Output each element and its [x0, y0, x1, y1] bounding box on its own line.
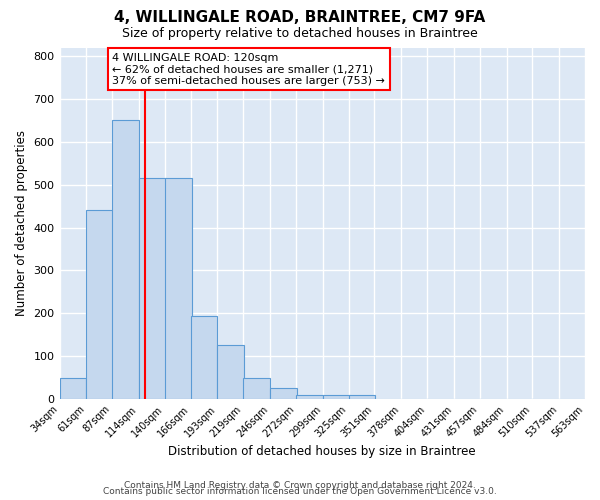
Text: 4 WILLINGALE ROAD: 120sqm
← 62% of detached houses are smaller (1,271)
37% of se: 4 WILLINGALE ROAD: 120sqm ← 62% of detac…	[112, 52, 385, 86]
Bar	[112, 120, 139, 399]
Bar	[191, 316, 217, 399]
Bar	[244, 378, 270, 399]
Bar	[86, 210, 113, 399]
Bar	[217, 346, 244, 399]
Text: 4, WILLINGALE ROAD, BRAINTREE, CM7 9FA: 4, WILLINGALE ROAD, BRAINTREE, CM7 9FA	[115, 10, 485, 25]
Text: Size of property relative to detached houses in Braintree: Size of property relative to detached ho…	[122, 28, 478, 40]
Bar	[59, 378, 86, 399]
Bar	[296, 395, 323, 399]
Bar	[323, 395, 350, 399]
Bar	[270, 388, 297, 399]
Y-axis label: Number of detached properties: Number of detached properties	[15, 130, 28, 316]
Bar	[139, 178, 166, 399]
Text: Contains HM Land Registry data © Crown copyright and database right 2024.: Contains HM Land Registry data © Crown c…	[124, 481, 476, 490]
X-axis label: Distribution of detached houses by size in Braintree: Distribution of detached houses by size …	[169, 444, 476, 458]
Text: Contains public sector information licensed under the Open Government Licence v3: Contains public sector information licen…	[103, 488, 497, 496]
Bar	[349, 395, 376, 399]
Bar	[165, 178, 191, 399]
